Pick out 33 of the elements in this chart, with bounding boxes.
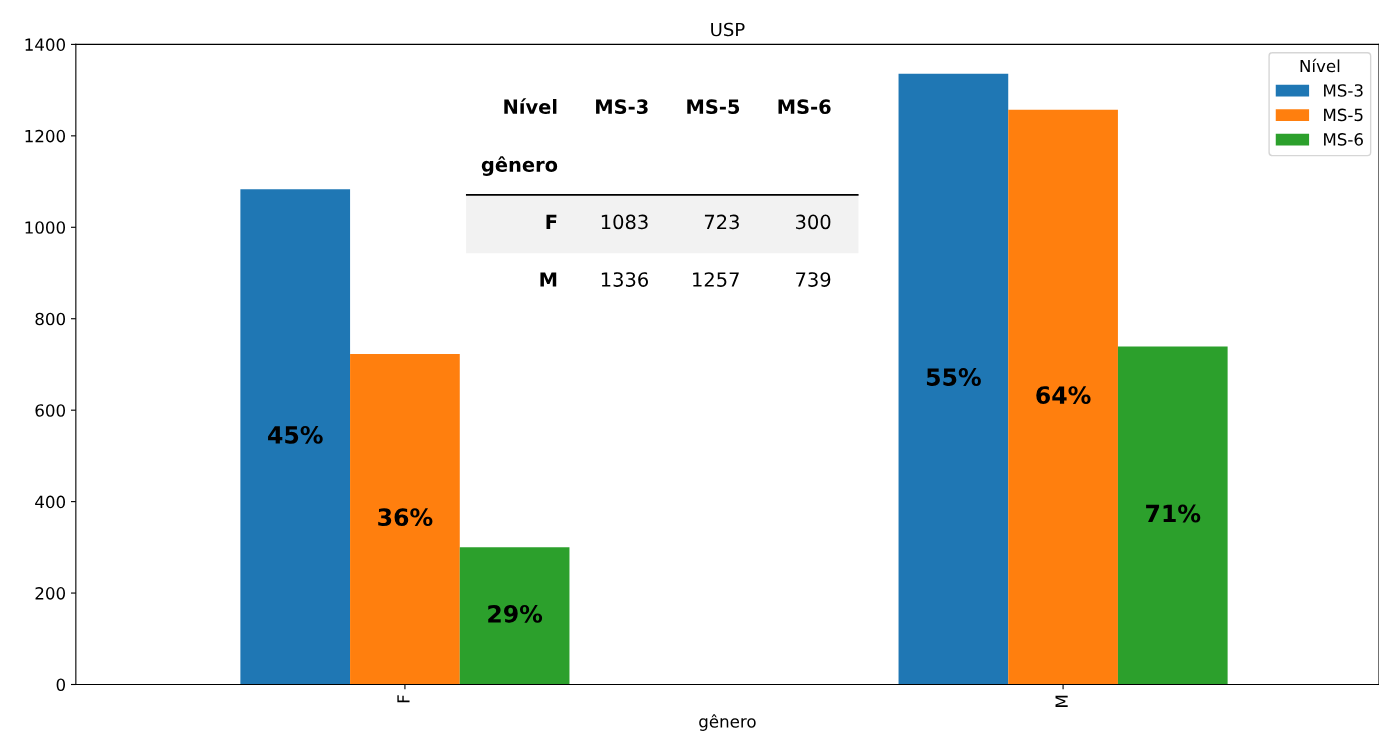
y-tick-label: 1400 xyxy=(25,38,66,51)
text: MS-5 xyxy=(687,99,740,115)
y-tick-label: 1000 xyxy=(25,221,66,234)
y-tick-label: 1200 xyxy=(25,129,66,143)
annotation: 723 xyxy=(704,214,739,230)
legend-label: MS-5 xyxy=(1324,108,1363,122)
x-axis-title: gênero xyxy=(481,156,558,176)
y-tick-label: 800 xyxy=(35,312,66,326)
y-tick-label: 200 xyxy=(35,587,66,600)
annotation: 71% xyxy=(1146,504,1201,523)
annotation: 29% xyxy=(488,604,543,623)
legend-label: MS-6 xyxy=(1324,133,1363,146)
annotation: 1257 xyxy=(693,272,739,287)
text: gênero xyxy=(699,714,756,731)
annotation: 739 xyxy=(796,272,831,287)
text: Nível xyxy=(1300,58,1340,73)
annotation: 45% xyxy=(268,425,323,444)
chart-title: USP xyxy=(711,22,745,37)
text: MS-6 xyxy=(778,99,831,115)
annotation: 36% xyxy=(378,508,433,527)
legend-label: MS-3 xyxy=(1324,84,1363,97)
category-label: F xyxy=(546,214,557,229)
text: MS-3 xyxy=(596,99,648,115)
y-tick-label: 600 xyxy=(35,404,66,417)
annotation: 1083 xyxy=(601,214,648,230)
annotation: 55% xyxy=(926,368,981,386)
annotation: 64% xyxy=(1036,386,1091,404)
legend-title: Nível xyxy=(504,98,557,115)
y-tick-label: 0 xyxy=(56,678,66,692)
category-label: M xyxy=(540,272,557,287)
y-tick-label: 400 xyxy=(35,495,66,509)
annotation: 1336 xyxy=(601,272,649,287)
annotation: 300 xyxy=(796,214,831,230)
